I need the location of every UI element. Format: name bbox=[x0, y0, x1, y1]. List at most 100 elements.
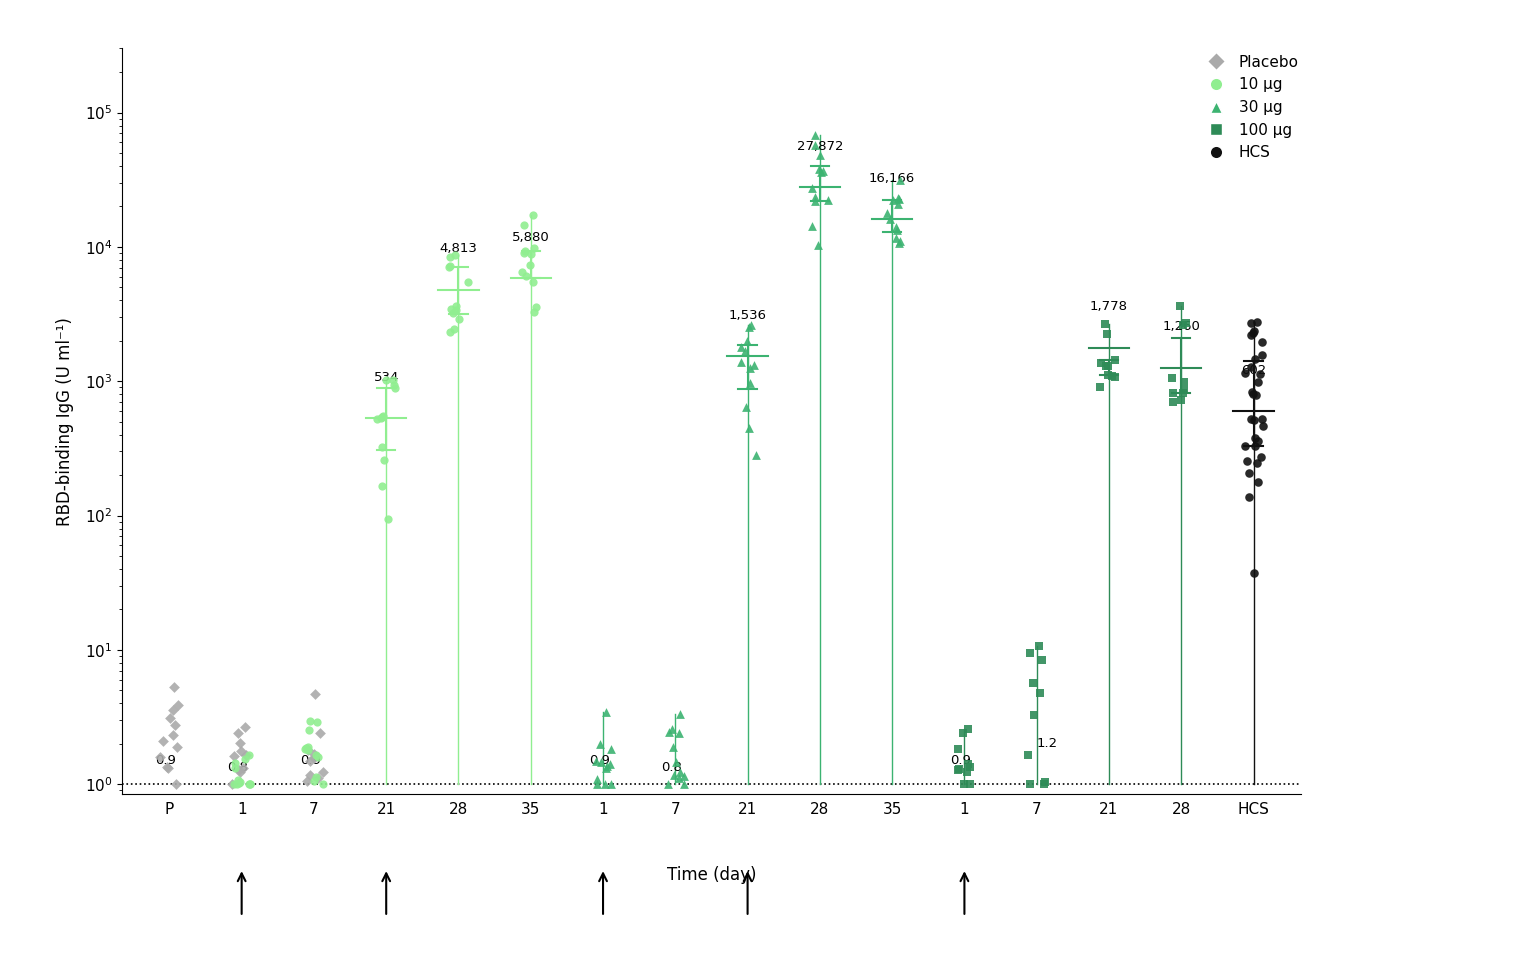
Point bbox=[298, 768, 323, 783]
Point bbox=[509, 264, 534, 280]
Point bbox=[1245, 375, 1270, 390]
Point bbox=[225, 776, 249, 792]
Point bbox=[669, 765, 693, 780]
Point bbox=[237, 747, 262, 763]
Point bbox=[1170, 318, 1195, 333]
Point bbox=[661, 740, 685, 755]
Point bbox=[1030, 652, 1054, 668]
Text: 1.2: 1.2 bbox=[1037, 737, 1059, 750]
Point bbox=[303, 686, 327, 702]
Point bbox=[376, 511, 401, 527]
Point bbox=[311, 776, 335, 792]
Point bbox=[162, 680, 187, 695]
Point bbox=[304, 747, 329, 763]
Point bbox=[1239, 327, 1264, 343]
Point bbox=[294, 741, 318, 757]
Point bbox=[439, 302, 464, 318]
Text: 0.9: 0.9 bbox=[156, 754, 176, 767]
Point bbox=[800, 180, 825, 196]
Point bbox=[301, 773, 326, 789]
Point bbox=[803, 194, 828, 209]
Point bbox=[442, 320, 467, 336]
Point bbox=[592, 776, 617, 792]
Point bbox=[664, 754, 688, 770]
Point bbox=[802, 127, 826, 142]
Text: 5,880: 5,880 bbox=[513, 230, 549, 244]
Point bbox=[1242, 439, 1267, 454]
Point bbox=[381, 377, 405, 392]
Point bbox=[447, 312, 471, 327]
Point bbox=[884, 223, 909, 238]
Point bbox=[667, 707, 692, 722]
Point bbox=[301, 750, 326, 766]
Point bbox=[298, 753, 323, 769]
Point bbox=[1016, 747, 1040, 763]
Point bbox=[304, 769, 329, 784]
Point bbox=[523, 299, 548, 315]
Point bbox=[1245, 474, 1270, 490]
Point bbox=[1172, 382, 1196, 398]
Point bbox=[304, 714, 329, 730]
Point bbox=[1161, 394, 1186, 409]
Point bbox=[222, 776, 246, 792]
Point bbox=[1103, 370, 1128, 385]
Point bbox=[298, 713, 323, 729]
Point bbox=[1244, 314, 1268, 329]
Point bbox=[656, 724, 681, 740]
Point bbox=[739, 318, 763, 333]
Text: 0.9: 0.9 bbox=[589, 754, 610, 767]
Point bbox=[728, 354, 753, 370]
Point bbox=[667, 771, 692, 786]
Point bbox=[519, 246, 543, 261]
Point bbox=[1021, 675, 1045, 690]
Point bbox=[514, 268, 539, 284]
Point bbox=[1236, 466, 1261, 481]
Point bbox=[744, 447, 768, 463]
Point bbox=[1233, 366, 1258, 381]
Point bbox=[1160, 385, 1184, 401]
Point bbox=[1092, 317, 1117, 332]
Point bbox=[161, 702, 185, 717]
Point bbox=[1241, 323, 1265, 339]
Point bbox=[742, 357, 767, 373]
Point bbox=[148, 749, 173, 765]
Point bbox=[956, 756, 981, 771]
Point bbox=[233, 719, 257, 735]
Point bbox=[588, 736, 612, 751]
Point bbox=[1094, 326, 1118, 342]
Point bbox=[511, 245, 536, 260]
Point bbox=[297, 723, 321, 739]
Point bbox=[297, 742, 321, 758]
Point bbox=[306, 749, 330, 765]
Point bbox=[1250, 411, 1274, 427]
Point bbox=[295, 773, 320, 789]
Point bbox=[584, 776, 609, 792]
Point bbox=[884, 219, 909, 234]
Point bbox=[517, 257, 542, 273]
Point bbox=[164, 776, 188, 792]
Point bbox=[878, 212, 903, 227]
Point bbox=[800, 219, 825, 234]
Point bbox=[223, 755, 248, 771]
Point bbox=[886, 192, 910, 207]
Point bbox=[1233, 438, 1258, 453]
Point bbox=[734, 333, 759, 348]
Point bbox=[220, 776, 245, 792]
Point bbox=[226, 762, 251, 777]
Point bbox=[1239, 411, 1264, 427]
Point bbox=[370, 409, 395, 425]
Point bbox=[161, 727, 185, 742]
Point bbox=[1248, 449, 1273, 465]
Point bbox=[369, 478, 393, 494]
Point bbox=[672, 776, 696, 792]
Point bbox=[1027, 638, 1051, 653]
Point bbox=[228, 764, 252, 779]
Point bbox=[728, 339, 753, 354]
Point bbox=[887, 172, 912, 188]
Point bbox=[1022, 708, 1047, 723]
Point bbox=[438, 259, 462, 275]
Point bbox=[444, 298, 468, 314]
Point bbox=[661, 767, 685, 782]
Point bbox=[373, 373, 398, 388]
Point bbox=[156, 760, 181, 775]
